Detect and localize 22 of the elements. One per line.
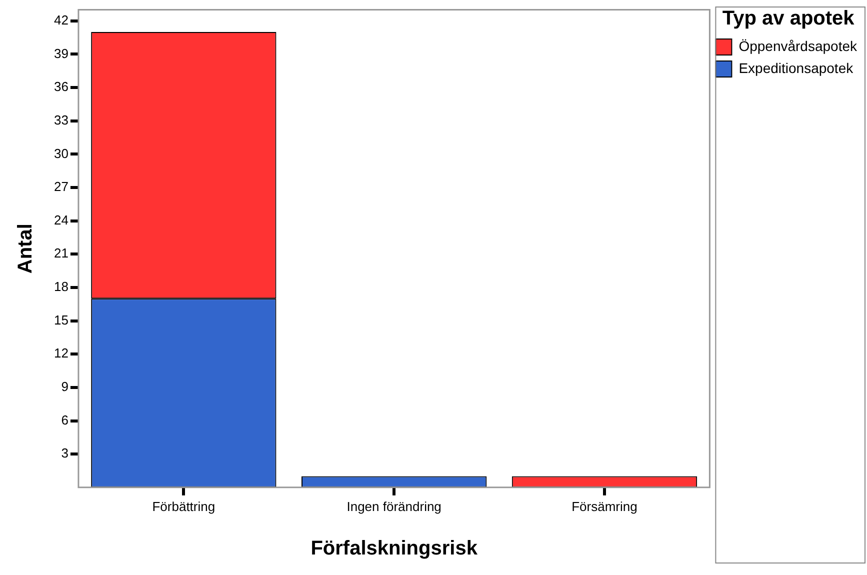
y-tick-label: 24: [54, 212, 68, 228]
y-tick-label: 9: [61, 379, 68, 394]
y-tick-label: 42: [54, 12, 68, 28]
y-tick-label: 18: [54, 279, 68, 294]
legend-title: Typ av apotek: [722, 8, 856, 30]
legend-label: Expeditionsapotek: [738, 60, 854, 76]
y-tick-label: 39: [54, 46, 68, 61]
x-axis-title: Förfalskningsrisk: [310, 538, 478, 560]
y-tick-label: 36: [54, 79, 68, 94]
y-tick-label: 6: [61, 412, 68, 428]
y-tick-label: 30: [54, 146, 68, 161]
y-tick-label: 3: [61, 446, 68, 461]
x-tick-label: Förbättring: [152, 498, 216, 514]
y-tick-label: 33: [54, 112, 68, 128]
x-tick-label: Försämring: [572, 498, 638, 514]
y-tick-label: 12: [54, 346, 68, 361]
y-axis-title: Antal: [14, 224, 37, 274]
y-tick-label: 21: [54, 246, 68, 261]
legend-label: Öppenvårdsapotek: [738, 38, 858, 54]
x-tick-label: Ingen förändring: [346, 498, 442, 514]
y-tick-label: 27: [54, 179, 68, 194]
y-tick-label: 15: [54, 312, 68, 328]
